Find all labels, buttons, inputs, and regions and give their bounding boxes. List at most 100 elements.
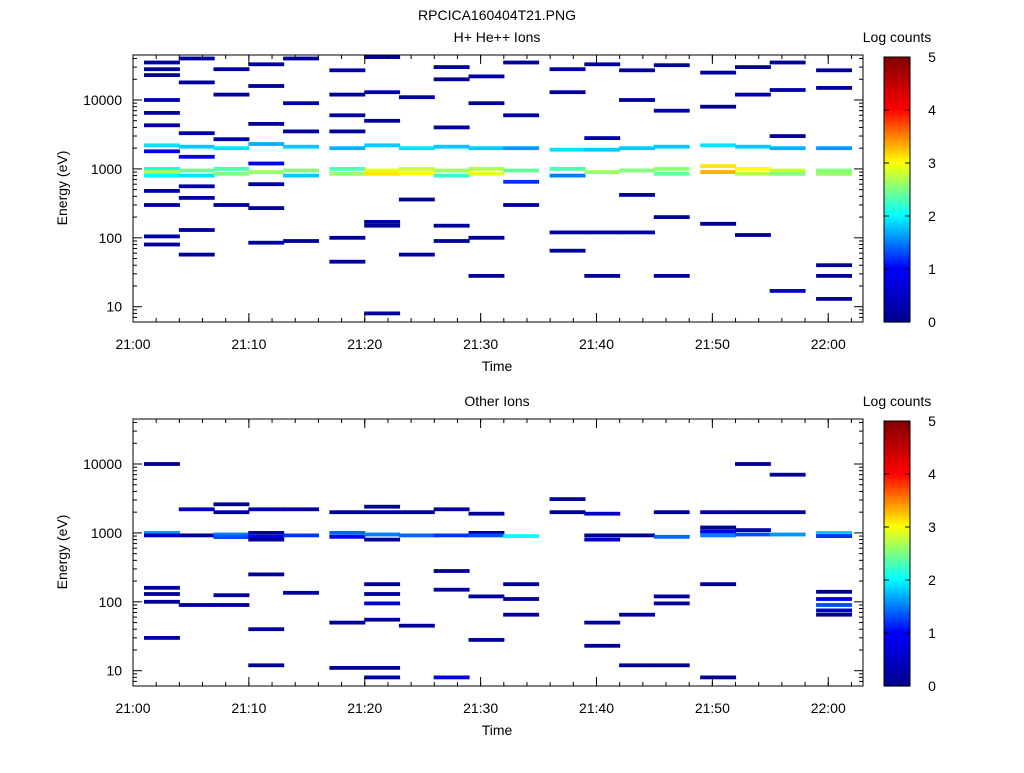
heatmap-cell bbox=[213, 510, 250, 515]
heatmap-cell bbox=[700, 170, 737, 174]
colorbar-swatch bbox=[884, 271, 910, 275]
colorbar-swatch bbox=[884, 553, 910, 557]
heatmap-cell bbox=[816, 589, 852, 594]
heatmap-cell bbox=[248, 161, 285, 166]
heatmap-cell bbox=[653, 167, 690, 171]
heatmap-cell bbox=[398, 95, 435, 100]
heatmap-cell bbox=[248, 507, 285, 512]
heatmap-cell bbox=[178, 80, 215, 85]
heatmap-cell bbox=[700, 164, 737, 168]
colorbar-swatch bbox=[884, 62, 910, 66]
heatmap-cell bbox=[178, 184, 215, 189]
heatmap-cell bbox=[248, 534, 285, 539]
colorbar-swatch bbox=[884, 229, 910, 233]
colorbar-swatch bbox=[884, 274, 910, 278]
colorbar-swatch bbox=[884, 157, 910, 161]
heatmap-cell bbox=[549, 90, 586, 95]
colorbar-swatch bbox=[884, 633, 910, 637]
colorbar-swatch bbox=[884, 540, 910, 544]
heatmap-cell bbox=[283, 101, 319, 106]
heatmap-cell bbox=[178, 131, 215, 136]
heatmap-cell bbox=[433, 223, 470, 228]
heatmap-cell bbox=[398, 146, 435, 151]
heatmap-cell bbox=[248, 572, 285, 577]
heatmap-cell bbox=[144, 143, 180, 148]
colorbar-swatch bbox=[884, 102, 910, 106]
x-axis-ticks: 21:00 21:10 21:20 21:30 21:40 21:50 22:00 bbox=[115, 55, 852, 352]
heatmap-cell bbox=[283, 56, 319, 61]
heatmap-cell bbox=[769, 532, 806, 537]
colorbar-swatch bbox=[884, 189, 910, 193]
colorbar-swatch bbox=[884, 572, 910, 576]
colorbar-swatch bbox=[884, 508, 910, 512]
colorbar-swatch bbox=[884, 287, 910, 291]
heatmap-cell bbox=[329, 510, 366, 515]
heatmap-cell bbox=[178, 168, 215, 173]
heatmap-cell bbox=[433, 587, 470, 592]
heatmap-cell bbox=[735, 65, 771, 69]
colorbar-swatch bbox=[884, 630, 910, 634]
heatmap-cell bbox=[468, 533, 505, 538]
heatmap-cell bbox=[619, 193, 655, 197]
heatmap-cell bbox=[283, 129, 319, 134]
heatmap-cell bbox=[144, 67, 180, 72]
heatmap-cell bbox=[433, 65, 470, 69]
y-axis-label: Energy (eV) bbox=[54, 515, 70, 590]
heatmap-cell bbox=[364, 537, 401, 542]
colorbar-tick-label: 0 bbox=[928, 678, 936, 694]
colorbar-swatch bbox=[884, 308, 910, 312]
colorbar-swatch bbox=[884, 181, 910, 185]
colorbar-swatch bbox=[884, 152, 910, 156]
heatmap-cell bbox=[144, 173, 180, 178]
heatmap-cell bbox=[503, 534, 540, 538]
colorbar-swatch bbox=[884, 556, 910, 560]
heatmap-cell bbox=[816, 608, 852, 613]
heatmap-cell bbox=[769, 146, 806, 151]
heatmap-cell bbox=[468, 638, 505, 642]
heatmap-cell bbox=[816, 597, 852, 601]
heatmap-cell bbox=[735, 92, 771, 97]
colorbar-swatch bbox=[884, 261, 910, 265]
heatmap-cell bbox=[433, 173, 470, 178]
colorbar-swatch bbox=[884, 136, 910, 140]
heatmap-cell bbox=[433, 77, 470, 82]
colorbar-swatch bbox=[884, 545, 910, 549]
plot-frame bbox=[132, 54, 864, 323]
heatmap-cell bbox=[364, 617, 401, 622]
heatmap-cell bbox=[769, 88, 806, 92]
heatmap-cell bbox=[433, 239, 470, 243]
heatmap-cell bbox=[283, 173, 319, 178]
heatmap-cell bbox=[248, 537, 285, 542]
heatmap-cell bbox=[364, 666, 401, 670]
heatmap-cell bbox=[433, 144, 470, 149]
colorbar-tick-label: 5 bbox=[928, 413, 936, 429]
heatmap-cell bbox=[549, 67, 586, 72]
colorbar-swatch bbox=[884, 255, 910, 259]
heatmap-cell bbox=[619, 533, 655, 538]
colorbar-swatch bbox=[884, 678, 910, 682]
colorbar-swatch bbox=[884, 558, 910, 563]
heatmap-cell bbox=[653, 144, 690, 149]
heatmap-cell bbox=[213, 137, 250, 142]
colorbar-swatch bbox=[884, 577, 910, 581]
colorbar-swatch bbox=[884, 99, 910, 103]
heatmap-cell bbox=[700, 510, 737, 515]
colorbar-swatch bbox=[884, 316, 910, 320]
colorbar-swatch bbox=[884, 638, 910, 642]
heatmap-cell bbox=[769, 289, 806, 293]
heatmap-cell bbox=[364, 675, 401, 680]
colorbar-swatch bbox=[884, 529, 910, 533]
colorbar-swatch bbox=[884, 234, 910, 238]
heatmap-cell bbox=[468, 167, 505, 171]
heatmap-cell bbox=[329, 531, 366, 535]
colorbar-swatch bbox=[884, 569, 910, 573]
heatmap-cell bbox=[433, 125, 470, 130]
colorbar-swatch bbox=[884, 561, 910, 565]
heatmap-cell bbox=[248, 84, 285, 88]
colorbar-swatch bbox=[884, 160, 910, 164]
heatmap-cells bbox=[144, 55, 852, 316]
heatmap-cell bbox=[503, 612, 540, 617]
heatmap-cell bbox=[364, 143, 401, 148]
heatmap-cell bbox=[178, 56, 215, 61]
colorbar-swatch bbox=[884, 516, 910, 520]
